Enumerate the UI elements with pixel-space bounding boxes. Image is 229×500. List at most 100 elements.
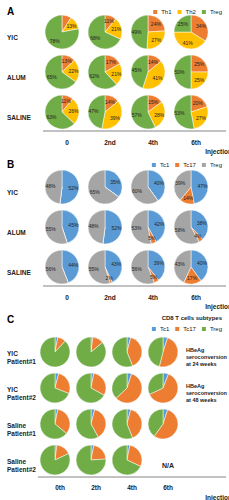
svg-text:65%: 65%	[90, 189, 101, 195]
svg-text:60%: 60%	[132, 188, 143, 194]
svg-text:44%: 44%	[68, 262, 79, 268]
svg-text:42%: 42%	[154, 221, 165, 227]
svg-text:SALINE: SALINE	[7, 114, 32, 121]
svg-text:11%: 11%	[61, 98, 71, 104]
svg-text:53%: 53%	[175, 110, 186, 116]
svg-text:Injection: Injection	[205, 303, 229, 311]
svg-text:C: C	[7, 314, 14, 325]
svg-text:55%: 55%	[89, 266, 100, 272]
svg-text:A: A	[7, 6, 14, 17]
svg-text:17%: 17%	[187, 275, 198, 281]
svg-text:40%: 40%	[154, 180, 165, 186]
svg-text:Patient#2: Patient#2	[7, 466, 36, 473]
svg-text:56%: 56%	[46, 266, 57, 272]
svg-text:15%: 15%	[148, 99, 159, 105]
svg-text:35%: 35%	[110, 179, 121, 185]
svg-text:ALUM: ALUM	[7, 229, 26, 236]
svg-text:57%: 57%	[132, 112, 143, 118]
svg-text:68%: 68%	[90, 35, 101, 41]
svg-text:50%: 50%	[174, 69, 185, 75]
svg-text:52%: 52%	[68, 185, 79, 191]
svg-text:22%: 22%	[68, 68, 79, 74]
svg-text:39%: 39%	[110, 115, 121, 121]
svg-text:55%: 55%	[46, 226, 57, 232]
svg-text:56%: 56%	[132, 266, 143, 272]
svg-text:ALUM: ALUM	[7, 74, 26, 81]
svg-text:58%: 58%	[175, 227, 186, 233]
svg-text:Treg: Treg	[210, 9, 222, 15]
svg-text:25%: 25%	[194, 61, 205, 67]
svg-text:HBeAg: HBeAg	[186, 383, 206, 389]
svg-text:Patient#1: Patient#1	[7, 430, 36, 437]
svg-text:Th1: Th1	[161, 9, 172, 15]
svg-text:34%: 34%	[196, 23, 207, 29]
svg-text:27%: 27%	[196, 115, 207, 121]
svg-text:Tc1: Tc1	[160, 162, 170, 168]
svg-text:13%: 13%	[67, 23, 78, 29]
svg-text:4%: 4%	[194, 233, 202, 239]
svg-text:2nd: 2nd	[104, 294, 116, 301]
svg-text:78%: 78%	[50, 38, 61, 44]
svg-text:at 48 weeks: at 48 weeks	[186, 397, 217, 403]
svg-text:5%: 5%	[150, 274, 158, 280]
svg-text:Saline: Saline	[7, 458, 28, 465]
svg-text:20%: 20%	[193, 100, 204, 106]
svg-text:40%: 40%	[197, 260, 208, 266]
svg-text:Th2: Th2	[186, 9, 197, 15]
svg-text:YIC: YIC	[7, 34, 18, 41]
svg-text:25%: 25%	[178, 21, 189, 27]
svg-text:Patient#2: Patient#2	[7, 394, 36, 401]
svg-text:6th: 6th	[191, 139, 201, 146]
svg-text:41%: 41%	[153, 75, 164, 81]
svg-text:at 24 weeks: at 24 weeks	[186, 361, 217, 367]
svg-text:43%: 43%	[111, 261, 122, 267]
svg-text:HBeAg: HBeAg	[186, 347, 206, 353]
svg-text:47%: 47%	[197, 183, 208, 189]
svg-text:45%: 45%	[132, 67, 143, 73]
svg-text:52%: 52%	[111, 225, 122, 231]
svg-text:62%: 62%	[89, 73, 100, 79]
svg-text:38%: 38%	[197, 220, 208, 226]
svg-text:41%: 41%	[183, 40, 194, 46]
svg-text:28%: 28%	[154, 112, 165, 118]
svg-text:Tc1: Tc1	[160, 326, 170, 332]
svg-text:39%: 39%	[154, 260, 165, 266]
svg-text:11%: 11%	[104, 18, 114, 24]
svg-text:6th: 6th	[191, 294, 201, 301]
svg-text:24%: 24%	[151, 21, 162, 27]
svg-text:43%: 43%	[175, 261, 186, 267]
svg-text:2%: 2%	[106, 275, 114, 281]
svg-text:0th: 0th	[55, 484, 65, 491]
svg-text:0: 0	[65, 294, 69, 301]
svg-text:13%: 13%	[62, 58, 73, 64]
svg-text:2th: 2th	[91, 484, 101, 491]
svg-text:45%: 45%	[68, 222, 79, 228]
svg-text:SALINE: SALINE	[7, 269, 32, 276]
svg-text:4th: 4th	[148, 294, 158, 301]
svg-text:CD8 T cells subtypes: CD8 T cells subtypes	[162, 315, 223, 321]
svg-text:21%: 21%	[111, 26, 122, 32]
svg-text:53%: 53%	[132, 225, 143, 231]
svg-text:Treg: Treg	[210, 326, 222, 332]
svg-text:Treg: Treg	[210, 162, 222, 168]
svg-text:N/A: N/A	[162, 462, 174, 469]
svg-text:Injection: Injection	[205, 148, 229, 156]
svg-text:47%: 47%	[89, 108, 100, 114]
svg-text:39%: 39%	[175, 180, 186, 186]
svg-text:Tc17: Tc17	[183, 326, 196, 332]
svg-text:2nd: 2nd	[104, 139, 116, 146]
svg-text:14%: 14%	[105, 99, 116, 105]
svg-text:48%: 48%	[89, 223, 100, 229]
svg-text:48%: 48%	[46, 183, 57, 189]
svg-text:Saline: Saline	[7, 422, 28, 429]
svg-text:27%: 27%	[151, 37, 162, 43]
svg-text:14%: 14%	[183, 195, 194, 201]
svg-text:4th: 4th	[148, 139, 158, 146]
svg-text:49%: 49%	[131, 29, 142, 35]
svg-text:YIC: YIC	[7, 386, 20, 393]
svg-text:6th: 6th	[163, 484, 173, 491]
svg-text:seroconversion: seroconversion	[186, 354, 229, 360]
svg-text:B: B	[7, 159, 14, 170]
svg-text:63%: 63%	[46, 114, 57, 120]
svg-text:14%: 14%	[148, 59, 159, 65]
